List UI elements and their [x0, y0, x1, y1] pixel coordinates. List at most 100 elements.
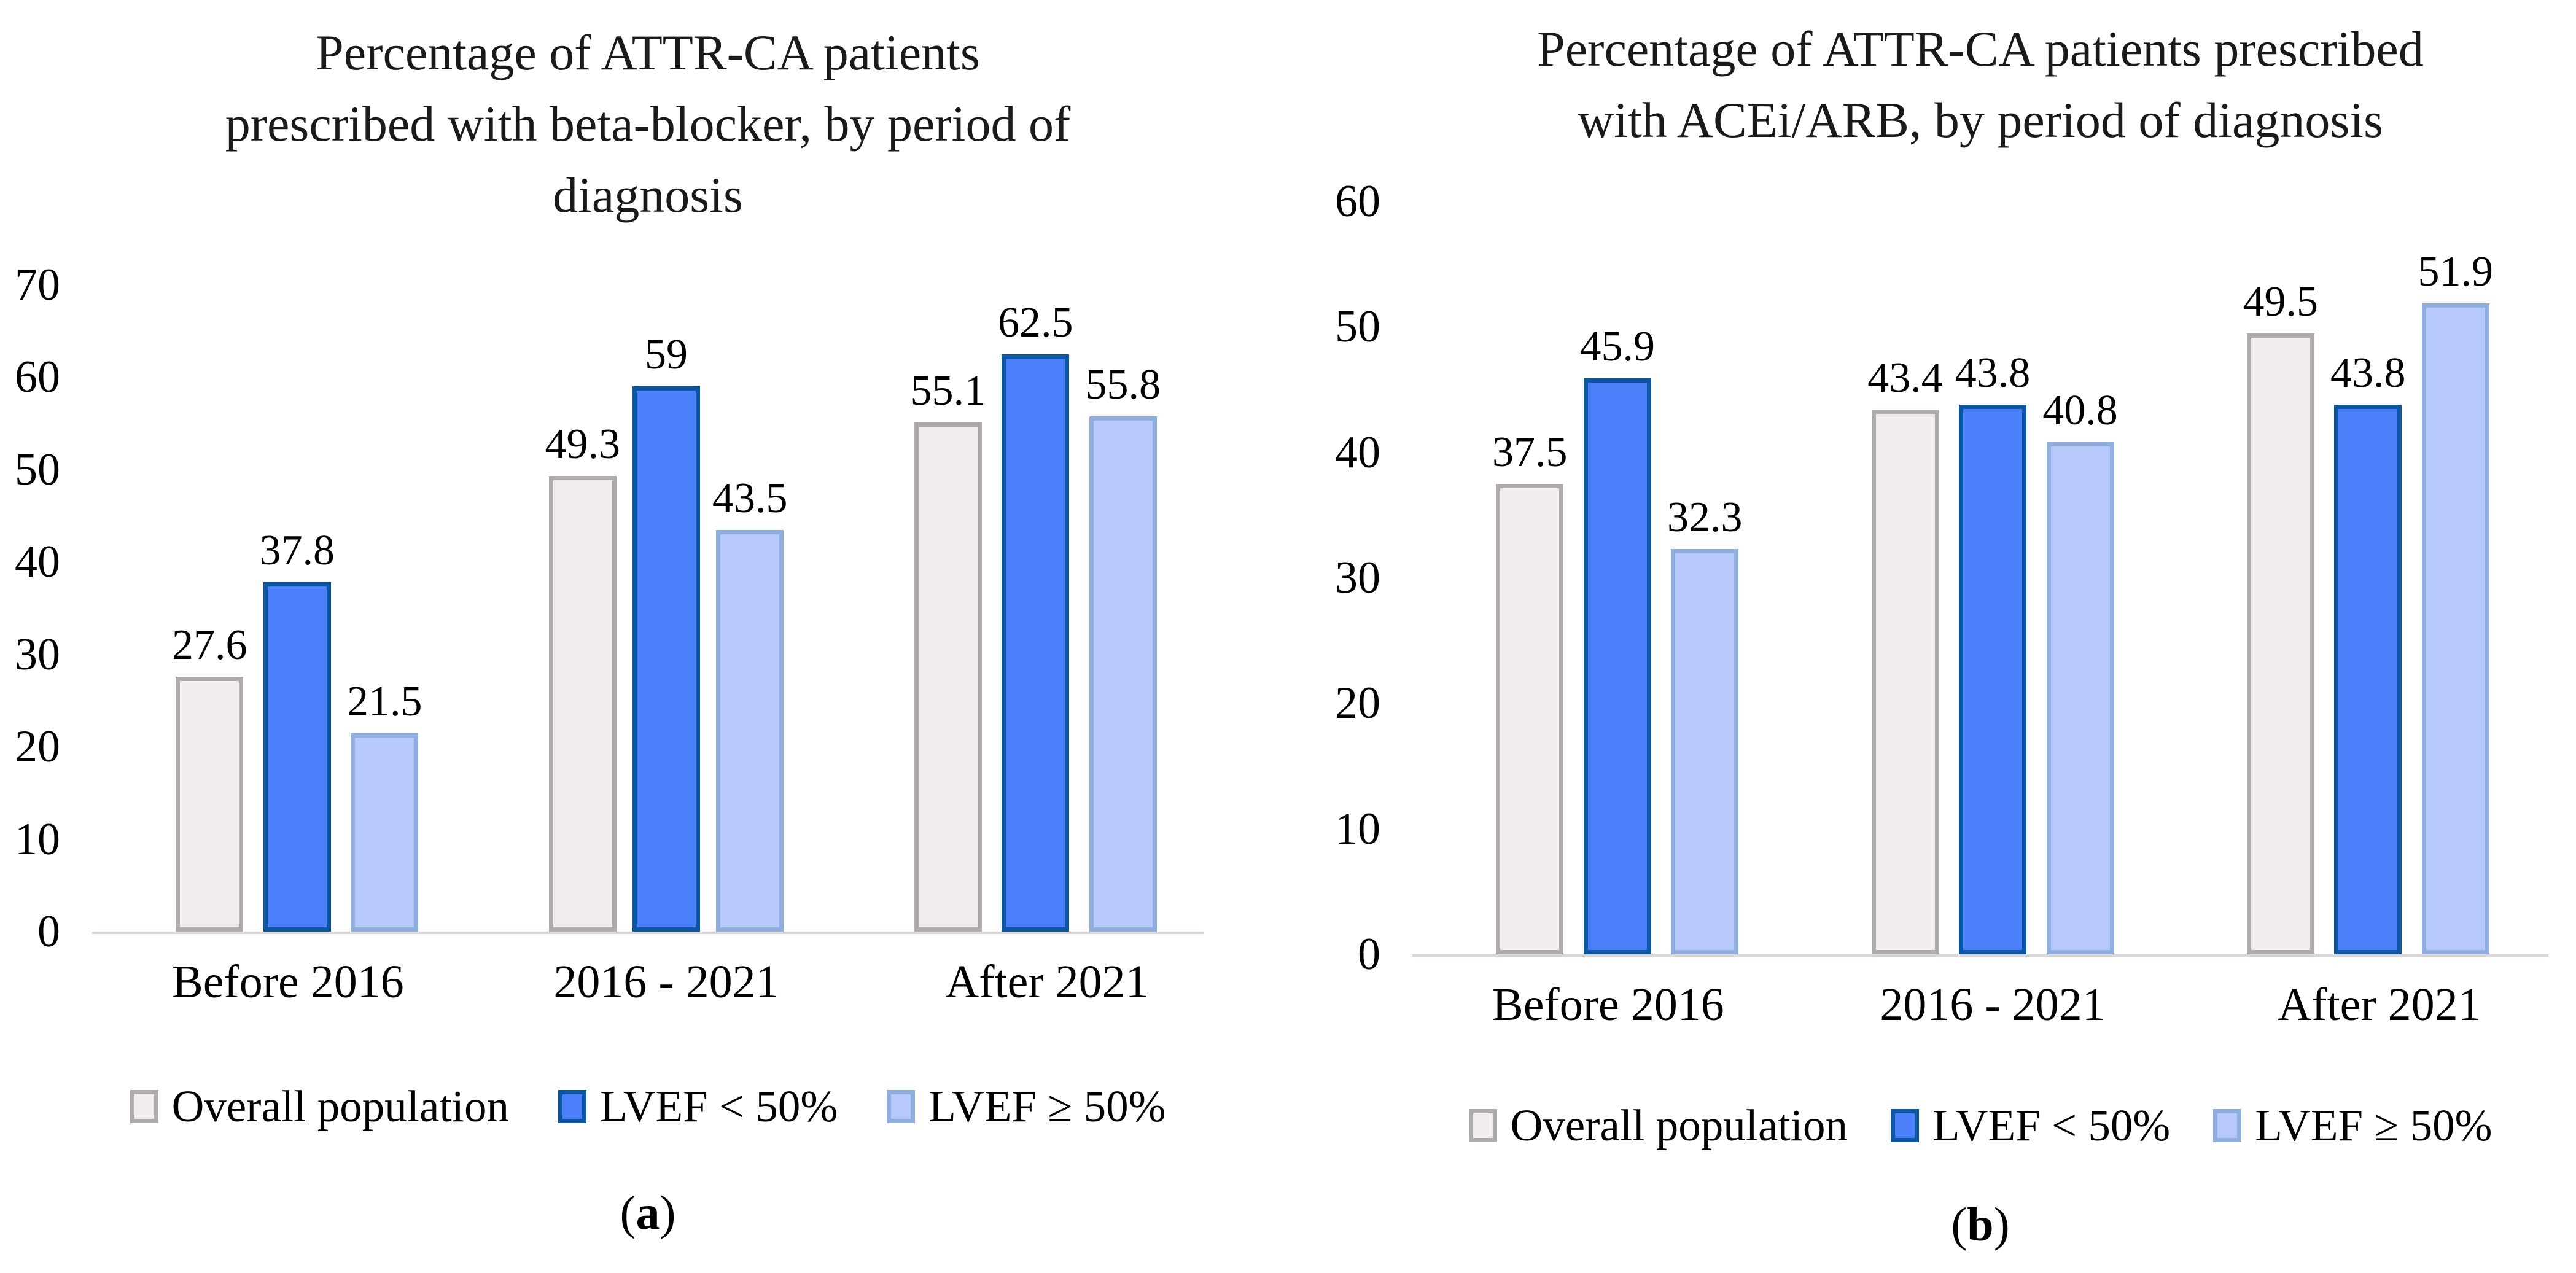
bar	[176, 677, 244, 932]
figure-a: Percentage of ATTR-CA patients prescribe…	[0, 0, 1286, 1273]
legend-swatch	[887, 1089, 916, 1123]
y-axis: 0 10 20 30 40 50 60 70	[0, 262, 92, 954]
chart-title-line: with ACEi/ARB, by period of diagnosis	[1578, 92, 2383, 148]
legend-label: LVEF < 50%	[1932, 1100, 2171, 1150]
bar-value-label: 49.5	[2243, 278, 2319, 325]
bar-value-label: 43.8	[1955, 349, 2031, 397]
panel-caption: (a)	[92, 1189, 1204, 1237]
bar-with-label: 43.5	[712, 477, 788, 932]
x-category-label: Before 2016	[1492, 979, 1724, 1030]
bar-with-label: 49.5	[2243, 278, 2319, 954]
bar	[2246, 333, 2314, 954]
y-axis: 0 10 20 30 40 50 60	[1286, 179, 1412, 977]
plot-area: 37.5 45.9 32.3 43.4 43.8 40.8 49.5 43.8 51.9	[1412, 201, 2548, 957]
bar-group: 55.1 62.5 55.8	[911, 302, 1161, 932]
bar-value-label: 21.5	[347, 678, 422, 725]
chart-title-line: Percentage of ATTR-CA patients	[316, 25, 980, 80]
bar-with-label: 37.8	[260, 529, 335, 932]
bar-group: 49.5 43.8 51.9	[2243, 251, 2493, 954]
y-tick-label: 30	[15, 629, 60, 680]
y-tick-label: 0	[37, 906, 60, 957]
y-tick-label: 30	[1335, 553, 1380, 603]
chart-title: Percentage of ATTR-CA patients prescribe…	[1412, 14, 2548, 156]
chart-title-line: Percentage of ATTR-CA patients prescribe…	[1537, 21, 2424, 77]
x-category-label: After 2021	[2278, 979, 2481, 1030]
bar	[351, 733, 419, 932]
legend-item: LVEF ≥ 50%	[2213, 1103, 2492, 1148]
bar	[2421, 303, 2489, 954]
y-tick-label: 50	[15, 444, 60, 495]
bar-with-label: 27.6	[172, 624, 247, 932]
bar-value-label: 55.1	[910, 367, 986, 415]
chart-title: Percentage of ATTR-CA patients prescribe…	[92, 17, 1204, 231]
y-tick-label: 50	[1335, 302, 1380, 352]
x-category-label: Before 2016	[172, 956, 404, 1008]
bar	[1089, 416, 1157, 932]
y-tick-label: 10	[1335, 803, 1380, 854]
y-tick-label: 20	[1335, 678, 1380, 729]
bar-with-label: 51.9	[2418, 251, 2493, 954]
chart-area: 0 10 20 30 40 50 60 70 27.6 37.8 21.5 49.3 59 43.5 55…	[0, 262, 1286, 954]
bar-value-label: 32.3	[1667, 494, 1743, 541]
caption-paren: (	[620, 1186, 636, 1239]
caption-letter: b	[1967, 1197, 1994, 1251]
x-category-label: 2016 - 2021	[553, 956, 779, 1008]
bar-group: 27.6 37.8 21.5	[172, 529, 422, 932]
bar-with-label: 21.5	[347, 680, 422, 932]
bar	[2334, 405, 2402, 954]
legend: Overall population LVEF < 50% LVEF ≥ 50%	[1412, 1103, 2548, 1148]
bar-group: 43.4 43.8 40.8	[1867, 352, 2118, 954]
bar-with-label: 37.5	[1492, 431, 1568, 954]
legend-label: Overall population	[1510, 1100, 1848, 1150]
bar-with-label: 62.5	[998, 302, 1073, 932]
caption-paren: )	[1993, 1197, 2010, 1251]
x-axis-labels: Before 2016 2016 - 2021 After 2021	[1412, 975, 2548, 1034]
bar	[548, 476, 617, 932]
bar	[1496, 484, 1564, 954]
legend-swatch	[558, 1089, 586, 1123]
legend-swatch	[130, 1089, 158, 1123]
bar-with-label: 43.8	[1955, 349, 2031, 954]
y-tick-label: 40	[15, 537, 60, 588]
bar	[1002, 354, 1070, 932]
bar-value-label: 43.4	[1867, 354, 1943, 402]
y-tick-label: 20	[15, 722, 60, 773]
panel-caption: (b)	[1412, 1201, 2548, 1248]
legend-item: Overall population	[130, 1084, 509, 1129]
bar-with-label: 40.8	[2042, 389, 2118, 954]
bar-with-label: 43.4	[1867, 357, 1943, 954]
legend-item: LVEF < 50%	[558, 1084, 838, 1129]
legend-item: LVEF ≥ 50%	[887, 1084, 1165, 1129]
bar	[263, 582, 331, 932]
bar-with-label: 55.8	[1086, 364, 1161, 932]
y-tick-label: 60	[1335, 176, 1380, 227]
bar-value-label: 37.5	[1492, 429, 1568, 476]
chart-title-line: diagnosis	[553, 167, 743, 223]
caption-paren: (	[1951, 1197, 1967, 1251]
x-category-label: After 2021	[945, 956, 1149, 1008]
bar-value-label: 62.5	[998, 299, 1073, 346]
figure-b: Percentage of ATTR-CA patients prescribe…	[1286, 0, 2576, 1273]
bar-value-label: 43.8	[2330, 349, 2406, 397]
legend-item: Overall population	[1468, 1100, 1848, 1150]
y-tick-label: 40	[1335, 427, 1380, 478]
bar	[2046, 442, 2114, 954]
legend-item: LVEF < 50%	[1890, 1100, 2171, 1150]
chart-title-line: prescribed with beta-blocker, by period …	[225, 96, 1071, 152]
bar-value-label: 49.3	[545, 421, 621, 468]
legend-label: LVEF ≥ 50%	[928, 1081, 1166, 1131]
bar-with-label: 49.3	[545, 421, 621, 932]
bar-value-label: 45.9	[1579, 323, 1656, 370]
caption-letter: a	[636, 1186, 660, 1239]
plot-area: 27.6 37.8 21.5 49.3 59 43.5 55.1 62.5 55.8	[92, 285, 1204, 934]
legend: Overall population LVEF < 50% LVEF ≥ 50%	[92, 1084, 1204, 1129]
bar-group: 37.5 45.9 32.3	[1492, 325, 1743, 954]
chart-area: 0 10 20 30 40 50 60 37.5 45.9 32.3 43.4 43.8 40.8 49…	[1286, 179, 2576, 977]
caption-paren: )	[660, 1186, 676, 1239]
y-tick-label: 0	[1358, 929, 1380, 979]
legend-label: LVEF ≥ 50%	[2255, 1100, 2492, 1150]
bar	[1671, 549, 1739, 954]
bar-with-label: 43.8	[2330, 352, 2406, 954]
bar-value-label: 40.8	[2042, 387, 2118, 434]
